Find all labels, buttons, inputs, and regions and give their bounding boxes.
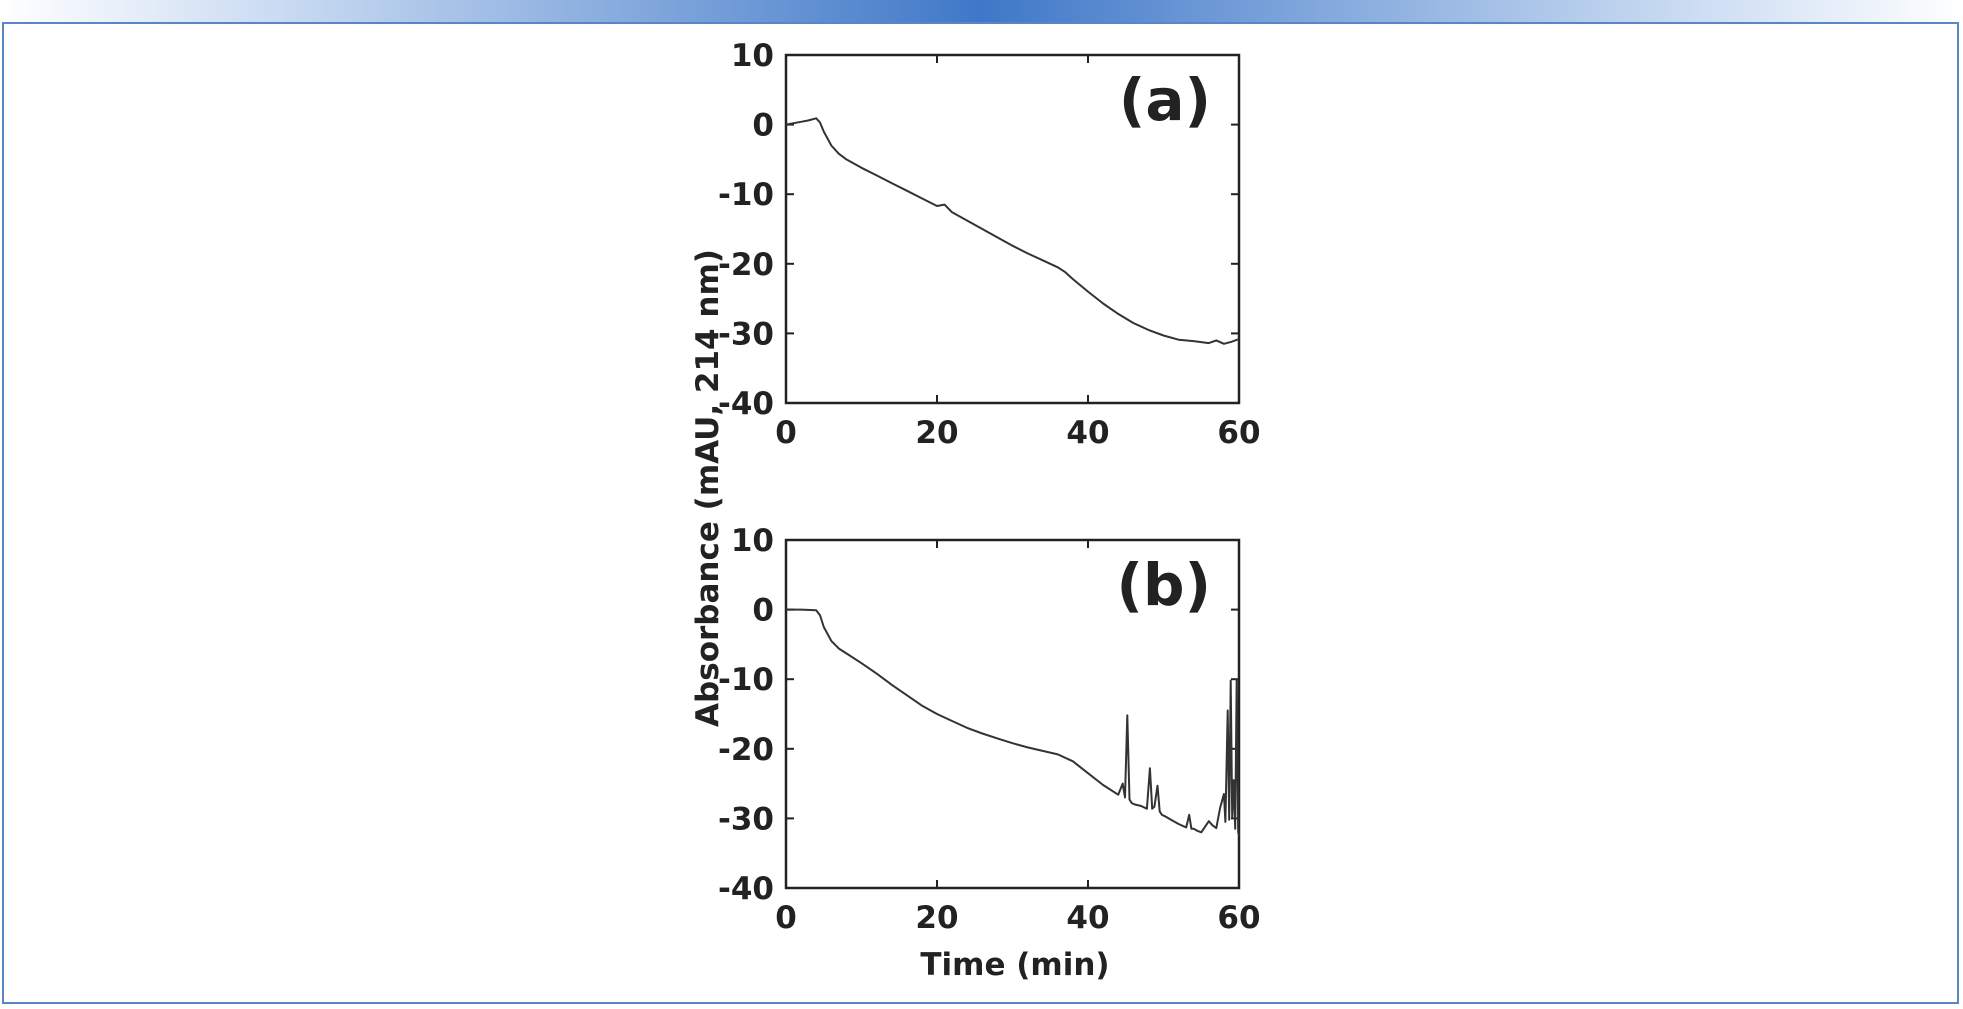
- series-line-b: [786, 608, 1240, 837]
- y-tick-label: 10: [731, 38, 774, 74]
- figure-frame: [2, 22, 1959, 1004]
- y-tick-label: -30: [718, 316, 774, 352]
- y-tick-label: -40: [718, 871, 774, 907]
- x-tick-label: 0: [775, 900, 797, 936]
- x-tick-label: 40: [1066, 415, 1109, 451]
- series-line-a: [785, 117, 1240, 345]
- x-axis-label: Time (min): [920, 947, 1109, 983]
- x-tick-label: 0: [775, 415, 797, 451]
- y-tick-label: -40: [718, 386, 774, 422]
- top-gradient-bar: [0, 0, 1963, 22]
- x-tick-label: 60: [1217, 900, 1260, 936]
- chart-panel-b: 100-10-20-30-400 20 40 60(b): [718, 523, 1261, 936]
- x-tick-label: 40: [1066, 900, 1109, 936]
- chart-panel-a: 100-10-20-30-400 20 40 60(a): [718, 38, 1261, 451]
- plot-area-border: [784, 53, 1241, 405]
- y-tick-label: 10: [731, 523, 774, 559]
- x-tick-label: 20: [915, 415, 958, 451]
- panel-label-b: (b): [1116, 551, 1211, 619]
- panel-label-a: (a): [1119, 66, 1211, 134]
- y-tick-label: -10: [718, 177, 774, 213]
- y-tick-label: -10: [718, 662, 774, 698]
- y-tick-label: -20: [718, 247, 774, 283]
- y-tick-label: 0: [752, 108, 774, 144]
- y-tick-label: -20: [718, 732, 774, 768]
- x-tick-label: 60: [1217, 415, 1260, 451]
- x-tick-label: 20: [915, 900, 958, 936]
- plot-area-border: [784, 538, 1241, 890]
- y-axis-label: Absorbance (mAU, 214 nm): [690, 249, 726, 727]
- y-tick-label: 0: [752, 593, 774, 629]
- y-tick-label: -30: [718, 801, 774, 837]
